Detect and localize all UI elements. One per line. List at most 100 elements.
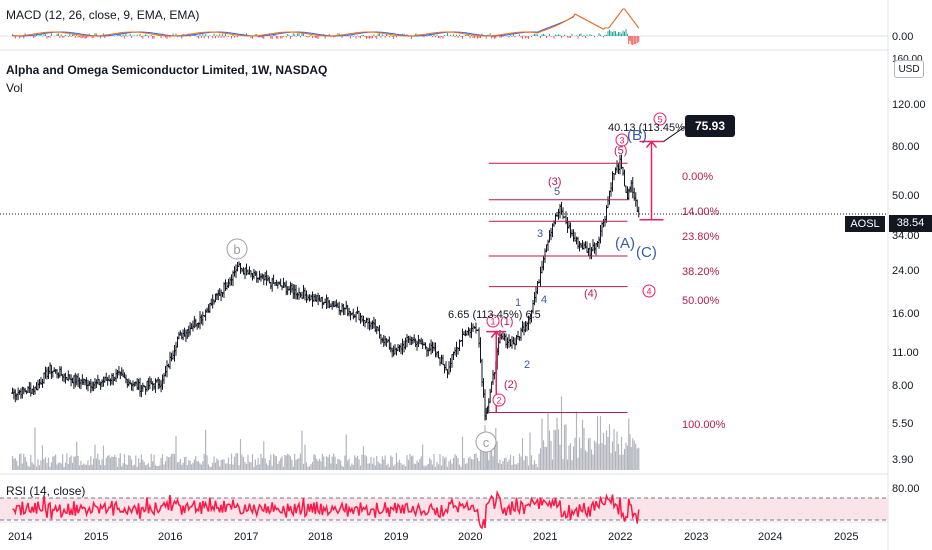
macd-histogram-bar [209,35,211,36]
volume-bar [206,455,208,470]
volume-bar [301,430,303,470]
volume-bar [20,453,22,470]
volume-bar [101,459,103,470]
volume-bar [383,459,385,470]
volume-bar [410,456,413,470]
volume-bar [443,458,446,470]
macd-histogram-bar [577,36,579,39]
volume-bar [304,444,306,470]
volume-bar [598,444,600,470]
volume-bar [207,464,210,470]
wave-5-paren-label: (5) [614,145,628,157]
macd-histogram-bar [93,36,95,38]
volume-bar [16,460,18,470]
volume-bar [577,457,579,470]
currency-button[interactable]: USD [894,60,924,78]
volume-bar [212,462,214,470]
macd-histogram-bar [635,36,637,44]
volume-bar [288,454,290,470]
macd-histogram-bar [597,36,598,37]
volume-bar [550,440,552,470]
macd-histogram-bar [202,33,204,36]
macd-histogram-bar [63,36,65,38]
time-tick: 2018 [308,531,333,543]
macd-histogram-bar [307,36,309,38]
volume-bar [209,466,211,470]
time-tick: 2025 [834,531,859,543]
macd-histogram-bar [624,31,625,36]
macd-histogram-bar [74,36,76,38]
volume-bar [261,458,263,470]
volume-bar [118,458,120,470]
volume-bar [384,455,386,470]
volume-bar [264,458,266,470]
volume-bar [364,455,366,470]
macd-histogram-bar [277,36,279,39]
volume-bar [324,466,326,470]
macd-histogram-bar [439,36,441,39]
volume-bar [481,433,483,470]
volume-bar [445,456,447,470]
volume-bar [526,456,528,470]
volume-bar [172,453,174,470]
volume-bar [216,458,218,470]
macd-histogram-bar [289,36,291,39]
volume-bar [23,453,25,470]
volume-bar [359,465,362,470]
volume-bar [466,463,468,470]
macd-histogram-bar [250,36,252,39]
volume-bar [112,456,114,470]
volume-bar [11,455,14,470]
volume-bar [626,445,629,470]
macd-histogram-bar [477,36,478,39]
wave-b-circle-text: b [233,242,240,257]
target-callout[interactable]: 75.93 [685,115,735,137]
macd-histogram-bar [212,36,214,39]
volume-bar [200,464,203,470]
volume-bar [344,455,346,470]
volume-bar [31,462,33,470]
volume-bar [236,453,239,470]
volume-bar [565,424,567,470]
volume-bar [268,460,270,470]
macd-histogram-bar [121,36,123,38]
macd-histogram-bar [223,36,225,39]
volume-bar [331,456,333,470]
volume-bar [73,456,75,470]
macd-histogram-bar [260,36,262,38]
volume-bar [199,463,201,470]
volume-bar [80,460,82,470]
macd-histogram-bar [12,34,13,36]
volume-bar [420,456,422,470]
macd-histogram-bar [485,36,487,39]
symbol-title[interactable]: Alpha and Omega Semiconductor Limited, 1… [6,63,328,77]
volume-bar [195,456,197,470]
macd-histogram-bar [582,36,583,37]
macd-histogram-bar [62,36,64,38]
volume-bar [560,396,563,470]
volume-bar [59,462,61,470]
macd-histogram-bar [531,36,532,38]
volume-bar [37,459,39,470]
volume-bar [143,462,145,470]
volume-bar [125,464,127,470]
volume-bar [356,455,359,470]
volume-bar [25,461,28,470]
volume-bar [574,437,576,470]
volume-bar [571,460,573,470]
volume-bar [583,427,585,470]
volume-bar [467,457,470,470]
macd-histogram-bar [607,31,609,36]
time-tick: 2023 [684,531,709,543]
macd-histogram-bar [610,31,612,36]
volume-bar [592,454,594,470]
volume-bar [380,464,382,470]
macd-histogram-bar [56,33,58,36]
macd-histogram-bar [48,36,49,38]
macd-histogram-bar [291,36,293,37]
macd-histogram-bar [541,34,543,36]
volume-bar [586,451,588,470]
volume-bar [313,454,315,470]
macd-histogram-bar [550,36,552,37]
